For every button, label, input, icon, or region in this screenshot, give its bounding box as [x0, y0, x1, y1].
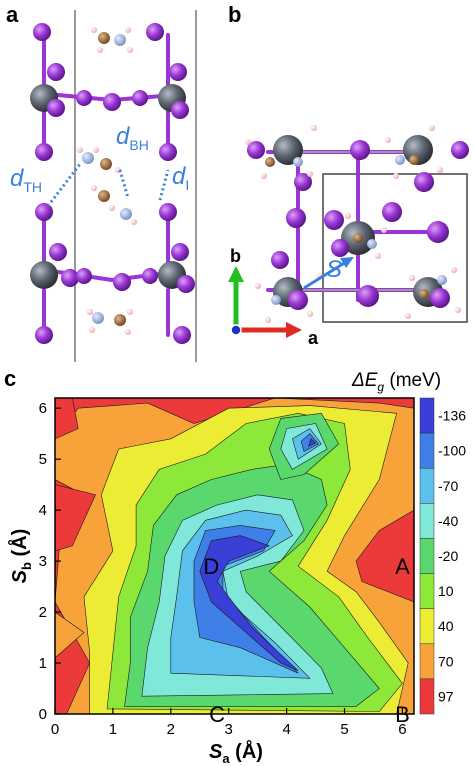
d-bh-label: dBH: [116, 123, 149, 153]
panel-a-structure: dTH dBH dI: [10, 10, 197, 362]
colorbar-label: -20: [438, 548, 458, 564]
colorbar-label: 10: [438, 583, 454, 599]
colorbar-swatch: [419, 608, 435, 645]
contour-chart: 0 1 2 3 4 5 6 0 1 2 3 4 5 6 D A C B Sa (Å) Sb (Å) ΔEg (…: [7, 370, 466, 766]
colorbar-label: -100: [438, 443, 466, 459]
y-tick-label: 0: [39, 706, 47, 723]
annotation-d: D: [203, 554, 219, 579]
colorbar: -136 -100 -70 -40 -20 10 40 70 97: [419, 397, 466, 715]
x-tick-label: 5: [340, 721, 348, 738]
contour-fill: [55, 398, 414, 714]
colorbar-label: 70: [438, 653, 454, 669]
x-tick-label: 1: [109, 721, 117, 738]
colorbar-label: -136: [438, 408, 466, 424]
colorbar-label: 97: [438, 688, 454, 704]
d-i-label: dI: [172, 163, 189, 193]
y-tick-label: 3: [39, 553, 47, 570]
d-th-label: dTH: [10, 165, 42, 195]
colorbar-swatch: [419, 432, 435, 469]
x-tick-label: 3: [225, 721, 233, 738]
panel-label-b: b: [228, 2, 242, 27]
panel-label-c: c: [4, 366, 17, 391]
colorbar-swatch: [419, 397, 435, 434]
y-tick-label: 2: [39, 604, 47, 621]
panel-b-structure: S b a: [228, 125, 469, 348]
colorbar-label: 40: [438, 618, 454, 634]
x-axis-title: Sa (Å): [209, 739, 263, 766]
x-tick-label: 0: [51, 721, 59, 738]
contour-band: [355, 509, 414, 603]
y-axis-title: Sb (Å): [7, 529, 34, 584]
contour-band: [55, 611, 85, 659]
x-axis: 0 1 2 3 4 5 6: [51, 708, 407, 738]
annotation-b: B: [395, 702, 410, 727]
colorbar-swatch: [419, 538, 435, 574]
y-tick-label: 4: [39, 502, 47, 519]
plot-frame: [54, 397, 415, 715]
panel-label-a: a: [6, 2, 19, 27]
y-tick-label: 5: [39, 451, 47, 468]
colorbar-swatch: [419, 503, 435, 539]
colorbar-title: ΔEg (meV): [351, 370, 441, 394]
contour-band: [308, 438, 317, 447]
y-axis: 0 1 2 3 4 5 6: [39, 400, 61, 723]
annotation-a: A: [395, 554, 410, 579]
colorbar-swatch: [419, 467, 435, 504]
axis-b-label: b: [230, 246, 241, 266]
point-annotations: D A C B: [203, 554, 410, 727]
x-tick-label: 6: [398, 721, 406, 738]
shift-label: S: [326, 256, 342, 283]
x-tick-label: 2: [167, 721, 175, 738]
colorbar-label: -40: [438, 513, 458, 529]
axis-a-label: a: [308, 328, 319, 348]
annotation-c: C: [209, 702, 225, 727]
colorbar-swatch: [419, 573, 435, 609]
contour-band: [55, 484, 96, 552]
y-tick-label: 1: [39, 655, 47, 672]
contour-band: [199, 535, 299, 671]
y-tick-label: 6: [39, 400, 47, 417]
colorbar-swatch: [419, 678, 435, 715]
x-tick-label: 4: [282, 721, 290, 738]
colorbar-swatch: [419, 643, 435, 680]
colorbar-label: -70: [438, 478, 458, 494]
